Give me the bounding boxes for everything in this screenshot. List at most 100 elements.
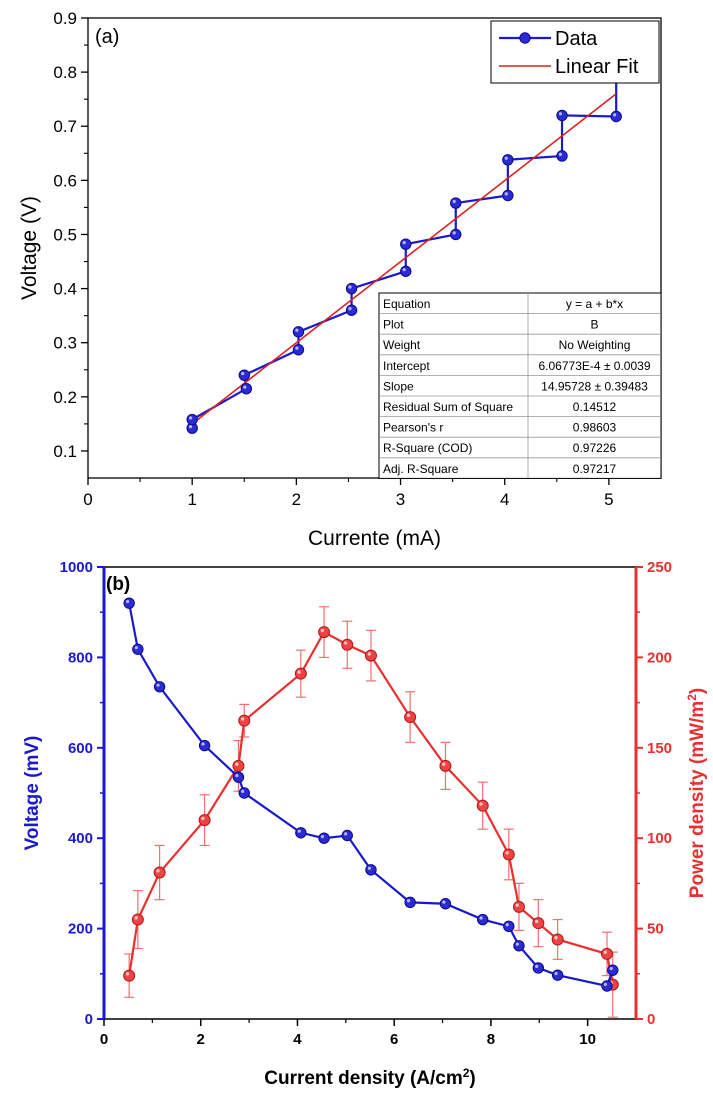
power-density-point bbox=[404, 711, 417, 724]
fit-table-value: 0.14512 bbox=[573, 400, 617, 414]
x-axis-title-a: Currente (mA) bbox=[308, 527, 441, 550]
y-tick-label-a: 0.7 bbox=[53, 117, 77, 136]
chart-a: 0 1 2 3 4 5 0.1 0.2 0.3 0.4 0.5 0.6 0.7 0.8 0.9 Current… bbox=[18, 9, 662, 550]
y-tick-label-b: 200 bbox=[68, 921, 93, 938]
y-axis-title-a: Voltage (V) bbox=[18, 196, 41, 300]
x-tick-label-b: 2 bbox=[197, 1031, 205, 1048]
power-density-point bbox=[294, 667, 307, 680]
y2-tick-label-b: 150 bbox=[647, 740, 672, 757]
voltage-point bbox=[153, 681, 166, 693]
voltage-point bbox=[476, 913, 489, 926]
y-tick-label-b: 400 bbox=[68, 830, 93, 847]
legend-label-data: Data bbox=[555, 28, 598, 50]
y-tick-label-a: 0.2 bbox=[53, 388, 77, 407]
voltage-point bbox=[318, 832, 330, 844]
power-density-point bbox=[512, 900, 525, 913]
legend-data-marker bbox=[519, 32, 531, 44]
fit-table-value: 14.95728 ± 0.39483 bbox=[541, 379, 648, 393]
voltage-point-highlight bbox=[554, 971, 558, 976]
voltage-point-highlight bbox=[134, 646, 138, 650]
power-point-highlight bbox=[534, 919, 539, 924]
legend-label-fit: Linear Fit bbox=[555, 56, 639, 78]
data-point bbox=[450, 228, 462, 241]
power-density-point bbox=[476, 799, 489, 812]
panel-label-a: (a) bbox=[95, 26, 119, 48]
y2-axis-title-end: ) bbox=[687, 688, 708, 694]
data-point-highlight bbox=[613, 113, 617, 117]
power-point-highlight bbox=[240, 717, 245, 721]
fit-table bbox=[378, 292, 662, 479]
power-point-highlight bbox=[201, 816, 205, 821]
power-density-point bbox=[318, 626, 331, 639]
power-point-highlight bbox=[320, 628, 325, 633]
voltage-point bbox=[123, 597, 135, 609]
voltage-point bbox=[503, 920, 515, 933]
data-point-highlight bbox=[188, 425, 193, 429]
power-point-highlight bbox=[125, 972, 130, 976]
fit-table-value: No Weighting bbox=[559, 338, 631, 352]
y2-axis-title-sup: 2 bbox=[685, 694, 699, 701]
y2-tick-label-b: 200 bbox=[647, 649, 672, 666]
data-point bbox=[345, 282, 358, 295]
data-point-highlight bbox=[295, 346, 299, 350]
voltage-point bbox=[365, 864, 377, 876]
y-tick-label-a: 0.6 bbox=[53, 171, 77, 190]
y-tick-label-b: 0 bbox=[85, 1011, 93, 1028]
voltage-point-highlight bbox=[297, 829, 301, 833]
data-point bbox=[450, 197, 462, 209]
voltage-point bbox=[232, 771, 245, 783]
y-tick-label-a: 0.9 bbox=[53, 9, 77, 28]
power-point-highlight bbox=[406, 713, 411, 718]
data-point-highlight bbox=[558, 112, 563, 116]
voltage-point-highlight bbox=[603, 982, 607, 987]
data-point bbox=[556, 109, 568, 122]
power-point-highlight bbox=[603, 950, 607, 954]
data-point bbox=[292, 326, 305, 338]
power-density-point bbox=[232, 759, 245, 772]
fit-table-key: Intercept bbox=[383, 359, 430, 373]
data-point-highlight bbox=[452, 199, 456, 204]
y-tick-label-b: 1000 bbox=[60, 560, 93, 576]
data-point-highlight bbox=[452, 231, 456, 235]
y-tick-label-b: 800 bbox=[68, 649, 93, 666]
voltage-point-highlight bbox=[535, 964, 539, 968]
power-density-point bbox=[532, 917, 545, 930]
data-point bbox=[292, 344, 305, 356]
voltage-point-highlight bbox=[125, 599, 130, 604]
power-density-line bbox=[128, 630, 614, 985]
data-point bbox=[240, 383, 253, 395]
voltage-point bbox=[551, 969, 564, 981]
power-density-point bbox=[341, 638, 354, 651]
data-point bbox=[345, 304, 358, 316]
voltage-point-highlight bbox=[479, 916, 483, 920]
fit-table-value: y = a + b*x bbox=[566, 297, 623, 311]
y-tick-label-b: 600 bbox=[68, 740, 93, 757]
power-point-highlight bbox=[479, 802, 483, 806]
data-point-highlight bbox=[348, 285, 352, 289]
data-point-highlight bbox=[402, 268, 406, 272]
data-point-highlight bbox=[243, 385, 247, 389]
power-density-point bbox=[600, 947, 613, 960]
y-tick-label-a: 0.8 bbox=[53, 63, 77, 82]
y-tick-label-a: 0.1 bbox=[53, 442, 77, 461]
voltage-point-highlight bbox=[367, 866, 371, 870]
voltage-point bbox=[132, 643, 144, 655]
fit-table-key: Pearson's r bbox=[383, 421, 443, 435]
fit-table-key: Plot bbox=[383, 318, 404, 332]
x-axis-title-end: ) bbox=[469, 1068, 475, 1089]
power-density-point bbox=[123, 969, 136, 982]
data-point-highlight bbox=[188, 416, 193, 420]
data-point bbox=[400, 265, 412, 277]
voltage-point-highlight bbox=[241, 789, 245, 793]
voltage-point-highlight bbox=[515, 942, 519, 946]
power-density-point bbox=[502, 848, 515, 861]
power-point-highlight bbox=[515, 903, 519, 907]
x-tick-label-a: 3 bbox=[396, 490, 405, 509]
data-point-highlight bbox=[295, 328, 299, 332]
data-point-highlight bbox=[558, 152, 563, 156]
voltage-point-highlight bbox=[406, 899, 411, 903]
y-axis-title-b: Voltage (mV) bbox=[22, 736, 43, 851]
power-density-point bbox=[198, 814, 211, 827]
voltage-point bbox=[532, 962, 545, 974]
